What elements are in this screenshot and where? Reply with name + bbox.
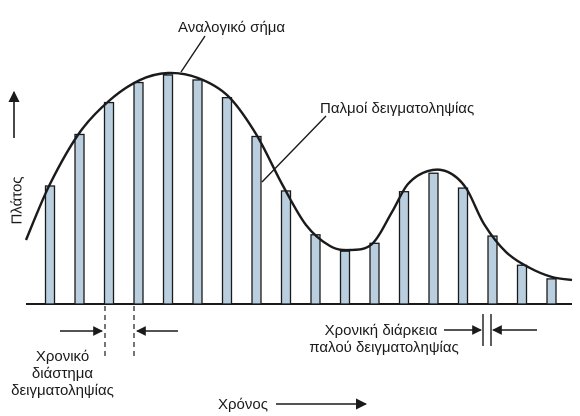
pulse-duration-line-2: παλού δειγματοληψίας bbox=[309, 339, 459, 356]
sampling-pulse bbox=[162, 74, 174, 305]
sampling-pulse bbox=[251, 135, 262, 305]
sampling-pulse bbox=[457, 187, 469, 305]
sampling-pulse bbox=[369, 242, 380, 305]
sampling-pulses bbox=[44, 74, 557, 305]
sampling-pulse bbox=[546, 278, 557, 305]
sampling-interval-line-1: Χρονικό bbox=[35, 348, 90, 365]
sampling-pulse bbox=[398, 191, 410, 305]
sampling-pulse bbox=[428, 172, 439, 305]
analog-signal-curve bbox=[24, 71, 573, 282]
sampling-pulse bbox=[221, 97, 233, 305]
sampling-pulse bbox=[44, 185, 56, 305]
time-label: Χρόνος bbox=[218, 396, 268, 413]
sampling-pulse bbox=[487, 235, 498, 305]
sampling-pulse bbox=[192, 79, 203, 305]
sampling-pulses-label: Παλμοί δειγματοληψίας bbox=[320, 100, 475, 117]
sampling-pulses-leader bbox=[261, 115, 327, 183]
amplitude-label: Πλάτος bbox=[8, 176, 26, 225]
sampling-pulse bbox=[133, 81, 144, 305]
sampling-pulse bbox=[74, 133, 85, 305]
pulse-duration-label: Χρονική διάρκεια παλού δειγματοληψίας bbox=[296, 322, 466, 356]
sampling-pulse bbox=[516, 264, 528, 305]
sampling-interval-line-2: διάστημα bbox=[31, 365, 94, 382]
sampling-interval-line-3: δειγματοληψίας bbox=[11, 382, 114, 399]
sampling-pulse bbox=[103, 101, 115, 305]
pulse-duration-line-1: Χρονική διάρκεια bbox=[324, 322, 438, 339]
sampling-pulse bbox=[280, 190, 292, 305]
sampling-pulse bbox=[310, 234, 321, 305]
analog-signal-leader bbox=[180, 35, 206, 73]
sampling-pulse bbox=[339, 250, 351, 305]
analog-signal-label: Αναλογικό σήμα bbox=[178, 19, 286, 36]
sampling-interval-label: Χρονικό διάστημα δειγματοληψίας bbox=[0, 348, 125, 399]
